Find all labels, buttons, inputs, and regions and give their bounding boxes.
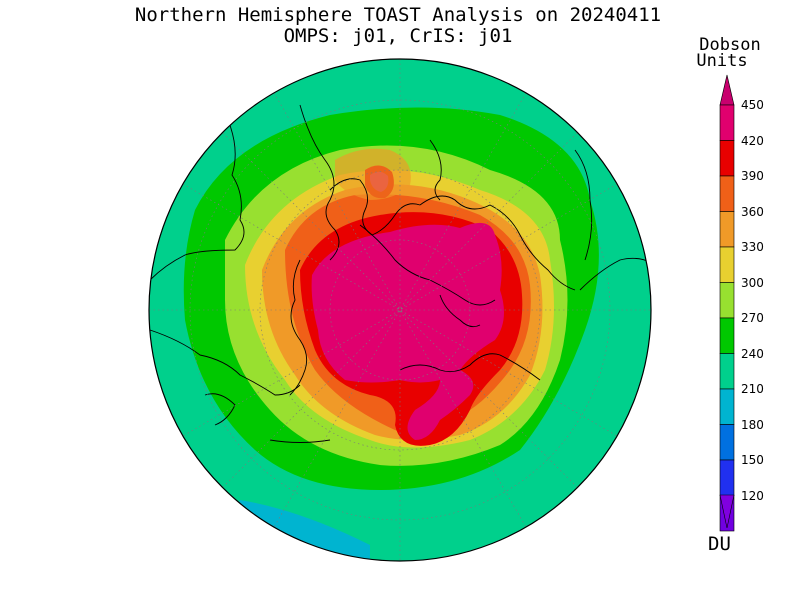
colorbar-header-line1: Dobson <box>699 35 761 55</box>
colorbar-segment-390 <box>719 175 735 212</box>
colorbar-unit-label: DU <box>708 533 731 555</box>
colorbar-tick-label-150: 150 <box>741 453 764 467</box>
colorbar-tick-label-300: 300 <box>741 275 764 290</box>
colorbar-segment-300 <box>719 282 735 319</box>
colorbar-segment-150 <box>719 459 735 496</box>
colorbar-segment-240 <box>719 353 735 390</box>
colorbar-tick-label-390: 390 <box>741 169 764 183</box>
colorbar-bottom-arrow <box>719 494 735 529</box>
map-title-line1: Northern Hemisphere TOAST Analysis on 20… <box>134 4 662 26</box>
colorbar-tick-label-330: 330 <box>741 240 764 254</box>
globe-boundary <box>148 58 652 562</box>
map-title-line2: OMPS: j01, CrIS: j01 <box>283 25 513 47</box>
colorbar-tick-label-270: 270 <box>741 311 764 325</box>
colorbar-tick-label-240: 240 <box>741 346 764 361</box>
colorbar-segment-360 <box>719 211 735 248</box>
colorbar-top-arrow <box>719 74 735 106</box>
colorbar <box>719 74 735 532</box>
colorbar-tick-label-360: 360 <box>741 204 764 219</box>
colorbar-header-line2: Units <box>696 51 748 71</box>
colorbar-tick-label-180: 180 <box>741 417 764 432</box>
colorbar-segment-180 <box>719 424 735 461</box>
colorbar-tick-label-210: 210 <box>741 382 764 396</box>
colorbar-tick-label-450: 450 <box>741 98 764 112</box>
colorbar-segment-420 <box>719 140 735 177</box>
colorbar-segment-450 <box>719 104 735 141</box>
colorbar-tick-label-120: 120 <box>741 488 764 503</box>
graticule <box>149 59 651 561</box>
colorbar-segment-330 <box>719 246 735 283</box>
colorbar-segments <box>719 104 735 532</box>
field-patch-orange <box>335 148 411 200</box>
colorbar-segment-270 <box>719 317 735 354</box>
colorbar-tick-label-420: 420 <box>741 133 764 148</box>
field-above-450 <box>311 222 504 440</box>
colorbar-segment-210 <box>719 388 735 425</box>
ozone-field <box>149 59 651 561</box>
